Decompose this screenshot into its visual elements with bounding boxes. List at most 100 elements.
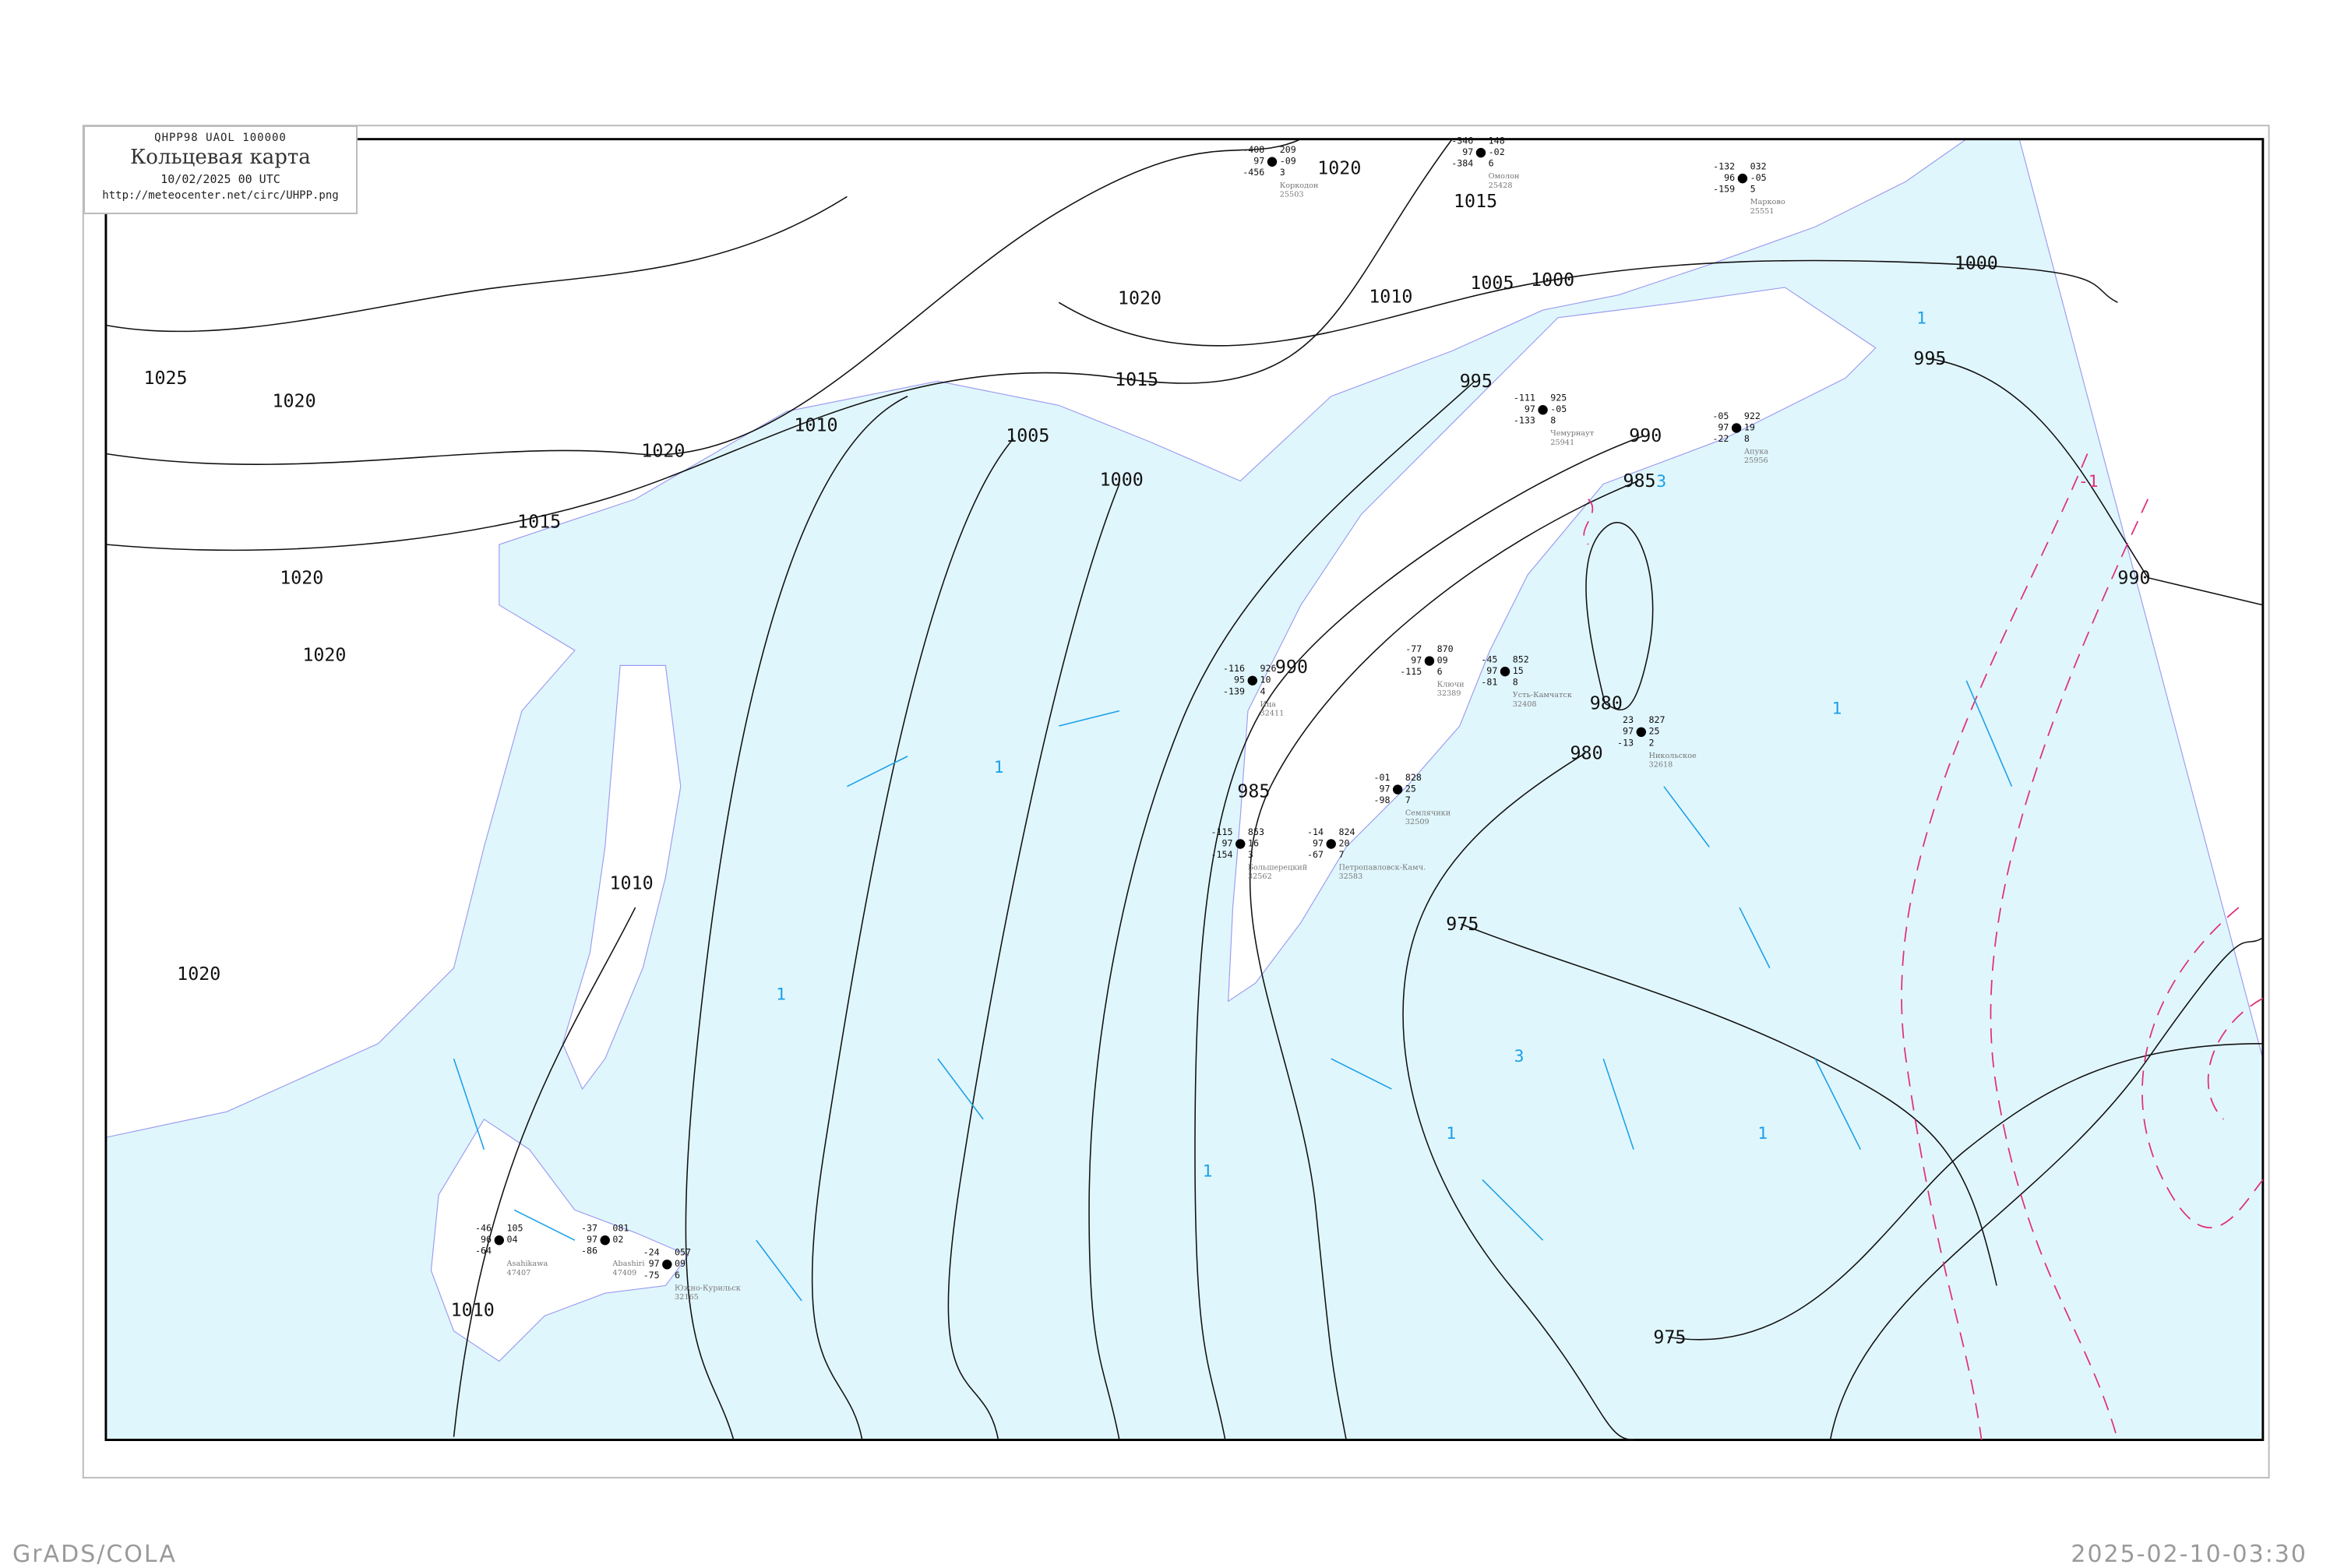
station-t: -111	[1514, 393, 1535, 403]
station-id: 32411	[1260, 709, 1284, 717]
station-c: 6	[1489, 158, 1494, 169]
station-c: 8	[1550, 415, 1556, 426]
station-v: 96	[481, 1234, 492, 1245]
isobar-label: 1005	[1470, 273, 1514, 294]
isobar-label: 1010	[610, 873, 654, 894]
station-dot	[1636, 727, 1647, 738]
station-c: 6	[675, 1270, 680, 1281]
map-url[interactable]: http://meteocenter.net/circ/UHPP.png	[102, 189, 339, 202]
station-p: 209	[1280, 144, 1296, 155]
station-t: -346	[1451, 135, 1473, 146]
station-v: 97	[1221, 837, 1232, 848]
isobar-lines	[105, 138, 2264, 1441]
station-t: -132	[1713, 160, 1735, 171]
station-td: -456	[1243, 167, 1264, 178]
isotherm-label: 1	[1757, 1124, 1768, 1143]
station-p: 828	[1405, 772, 1422, 783]
isobar-label: 1010	[1369, 286, 1412, 307]
station-dp: 25	[1405, 784, 1416, 795]
station-dp: 16	[1248, 837, 1259, 848]
station-dp: 02	[612, 1234, 623, 1245]
map-title: Кольцевая карта	[130, 146, 311, 169]
station-dp: 10	[1260, 675, 1271, 685]
isotherm-label: 1	[994, 758, 1004, 777]
isotherm-label: 1	[1446, 1124, 1456, 1143]
station-name: Abashiri	[612, 1260, 644, 1268]
station-name: Омолон	[1489, 172, 1520, 181]
isobar-label: 990	[1275, 657, 1308, 678]
isobar-label: 1010	[794, 414, 837, 435]
station-dp: 20	[1338, 837, 1349, 848]
station-t: -408	[1243, 144, 1264, 155]
station-td: -75	[643, 1270, 660, 1281]
station-dp: -05	[1750, 172, 1767, 183]
station-v: 97	[1313, 837, 1324, 848]
station-v: 97	[1462, 146, 1473, 157]
station-c: 2	[1649, 737, 1655, 748]
station-p: 926	[1260, 663, 1276, 674]
station-p: 105	[506, 1223, 523, 1234]
station-name: Усть-Камчатск	[1513, 691, 1572, 699]
hokkaido-land	[430, 1119, 689, 1362]
station-td: -64	[475, 1246, 492, 1256]
station-id: 32562	[1248, 872, 1272, 881]
station-t: -37	[581, 1223, 597, 1234]
isobar-label: 1020	[641, 440, 685, 461]
station-name: Семлячики	[1405, 809, 1450, 818]
isobar-label: 990	[1629, 425, 1662, 446]
station-dp: 04	[506, 1234, 517, 1245]
station-c: 7	[1405, 795, 1411, 805]
isobar-label: 1000	[1531, 270, 1574, 291]
station-v: 97	[1486, 665, 1497, 676]
isobar-label: 1010	[451, 1299, 495, 1320]
station-p: 922	[1744, 410, 1761, 421]
isobar-label: 975	[1446, 914, 1479, 935]
station-dp: -05	[1550, 403, 1567, 414]
isobar-label: 1015	[1115, 369, 1158, 390]
station-dot	[600, 1235, 610, 1246]
station-id: 32165	[675, 1293, 699, 1302]
isobar-label: 995	[1913, 348, 1946, 369]
station-c: 8	[1513, 677, 1518, 688]
station-v: 96	[1724, 172, 1735, 183]
station-t: -14	[1307, 826, 1324, 837]
isobar-label: 1020	[302, 645, 346, 666]
station-p: 853	[1248, 826, 1264, 837]
station-t: -01	[1373, 772, 1390, 783]
station-name: Петропавловск-Камч.	[1338, 864, 1426, 872]
station-dot	[1424, 656, 1435, 666]
map-frame	[104, 138, 2265, 1441]
station-v: 97	[1623, 726, 1634, 737]
isobar-label: 975	[1653, 1327, 1686, 1348]
sea-area	[105, 139, 2264, 1441]
station-p: 081	[612, 1223, 629, 1234]
station-dp: 09	[1437, 654, 1448, 665]
station-dot	[1235, 839, 1246, 849]
isotherm-label: 1	[1831, 699, 1842, 719]
isotherm-label: 3	[1656, 472, 1666, 492]
station-t: 23	[1623, 714, 1634, 725]
station-id: 47407	[506, 1269, 530, 1277]
station-dp: -02	[1489, 146, 1505, 157]
station-p: 925	[1550, 393, 1567, 403]
station-dot	[1475, 147, 1486, 158]
station-v: 97	[1718, 421, 1729, 432]
station-dp: 09	[675, 1258, 686, 1269]
station-c: 5	[1750, 184, 1756, 195]
station-c: 3	[1280, 167, 1285, 178]
station-name: Чемурнаут	[1550, 429, 1594, 438]
station-name: Коркодон	[1280, 181, 1319, 190]
isotherm-label: 3	[1514, 1047, 1525, 1066]
station-dot	[1737, 173, 1748, 184]
map-title-box: QHPP98 UAOL 100000 Кольцевая карта 10/02…	[83, 125, 358, 214]
isobar-label: 980	[1590, 693, 1623, 714]
isobar-label: 990	[2117, 568, 2150, 589]
station-td: -98	[1373, 795, 1390, 805]
station-dot	[494, 1235, 504, 1246]
station-dot	[662, 1260, 672, 1270]
